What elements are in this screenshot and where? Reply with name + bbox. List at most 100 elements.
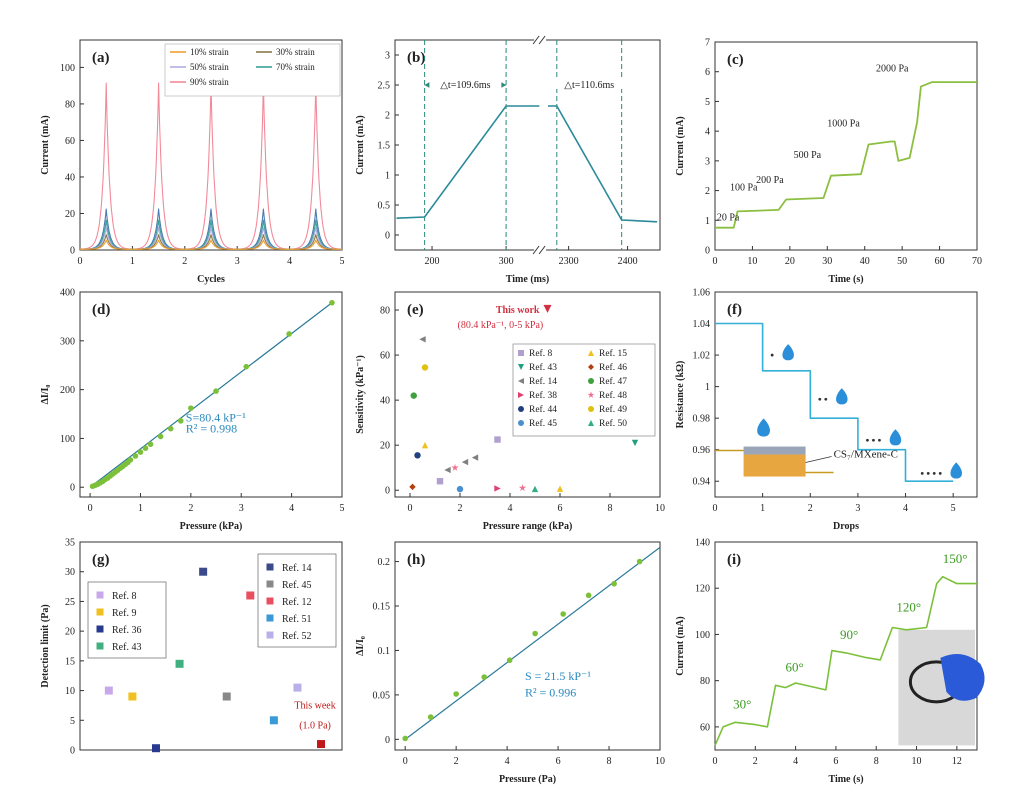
y-tick-label: 0.94: [693, 477, 711, 488]
data-point: [127, 457, 134, 463]
legend-entry: Ref. 8: [529, 348, 552, 359]
data-point: [104, 686, 113, 695]
x-tick-label: 50: [897, 256, 907, 267]
angle-label: 30°: [733, 696, 751, 711]
x-tick-label: 60: [935, 256, 945, 267]
data-point: [518, 484, 527, 492]
x-tick-label: 0: [403, 756, 408, 767]
data-point: [471, 454, 479, 461]
inset-pointer: [805, 456, 832, 463]
data-point: [453, 691, 459, 697]
pressure-label: 1000 Pa: [827, 119, 860, 130]
angle-label: 120°: [896, 599, 921, 614]
y-tick-label: 1.5: [378, 141, 391, 152]
plot-frame: [79, 291, 343, 498]
y-axis-label: Current (mA): [40, 115, 51, 175]
data-point: [286, 331, 292, 337]
plot-frame: [714, 41, 978, 251]
drop-count-dot: [932, 471, 936, 475]
data-point: [585, 592, 592, 599]
legend-entry: Ref. 46: [599, 362, 627, 373]
axis-break-mark: [538, 245, 546, 255]
r-squared-label: R² = 0.998: [186, 422, 237, 436]
y-tick-label: 140: [695, 538, 710, 549]
y-axis-label: Detection limit (Pa): [40, 604, 51, 687]
x-tick-label: 10: [655, 503, 665, 514]
data-point: [414, 452, 421, 459]
x-tick-label: 200: [425, 256, 440, 267]
y-tick-label: 0: [70, 246, 75, 257]
y-tick-label: 10: [65, 686, 75, 697]
x-tick-label: 0: [713, 756, 718, 767]
legend-marker: [518, 350, 524, 356]
drop-count-dot: [818, 397, 822, 401]
y-tick-label: 2: [705, 186, 710, 197]
y-tick-label: 1.04: [693, 319, 711, 330]
fit-line: [89, 302, 333, 488]
x-tick-label: 10: [912, 756, 922, 767]
x-tick-label: 0: [408, 503, 413, 514]
legend-marker: [587, 391, 595, 398]
y-axis-label: Current (mA): [675, 616, 686, 676]
legend-entry: Ref. 15: [599, 348, 627, 359]
x-tick-label: 6: [833, 756, 838, 767]
plot-frame: [394, 291, 661, 498]
legend-entry: 50% strain: [190, 62, 229, 72]
data-point: [560, 611, 566, 617]
arrow-head: [424, 82, 430, 88]
x-tick-label: 0: [713, 256, 718, 267]
legend-entry: Ref. 43: [112, 642, 141, 653]
y-tick-label: 300: [60, 336, 75, 347]
panel-c: (c) Time (s) Current (mA) 0 10 20 30 40 50 60 70 0 1…: [675, 38, 982, 286]
drop-count-dot: [878, 438, 881, 442]
sensitivity-label: S=80.4 kP⁻¹: [186, 410, 246, 424]
data-point: [409, 483, 416, 491]
y-axis-label: Current (mA): [355, 115, 366, 175]
pressure-label: 500 Pa: [794, 150, 822, 161]
legend-marker: [588, 364, 594, 370]
pressure-label: 20 Pa: [717, 212, 740, 223]
y-tick-label: 60: [700, 722, 710, 733]
device-layer-top: [743, 446, 806, 455]
legend-marker: [96, 625, 104, 633]
x-tick-label: 3: [239, 503, 244, 514]
y-tick-label: 0.96: [693, 445, 711, 456]
y-tick-label: 80: [700, 676, 710, 687]
y-tick-label: 5: [70, 716, 75, 727]
y-tick-label: 0.15: [373, 602, 391, 613]
x-axis-label: Drops: [833, 521, 859, 532]
series-line: [79, 226, 343, 250]
panel-e: (e) Pressure range (kPa) Sensitivity (kPa⁻…: [355, 291, 665, 532]
plot-frame: [79, 541, 343, 751]
interval-label: △t=110.6ms: [564, 80, 614, 91]
legend-entry: Ref. 45: [282, 580, 311, 591]
data-point: [436, 478, 444, 485]
drop-count-dot: [824, 397, 828, 401]
water-drop-icon: [782, 344, 794, 361]
drop-count-dot: [770, 353, 774, 357]
legend-entry: Ref. 43: [529, 362, 557, 373]
panel-label: (e): [407, 302, 424, 318]
drop-count-dot: [926, 471, 930, 475]
legend-entry: 30% strain: [276, 47, 315, 57]
data-point: [451, 463, 459, 471]
legend-box: [164, 43, 341, 97]
data-point: [494, 485, 501, 492]
y-tick-label: 0: [70, 746, 75, 757]
legend-entry: Ref. 51: [282, 614, 311, 625]
panel-label: (f): [727, 302, 742, 318]
legend-marker: [266, 597, 274, 605]
x-tick-label: 4: [289, 503, 294, 514]
y-tick-label: 20: [380, 441, 390, 452]
data-point: [636, 558, 643, 565]
x-tick-label: 2: [753, 756, 758, 767]
x-tick-label: 3: [855, 503, 860, 514]
y-tick-label: 80: [380, 306, 390, 317]
device-layer-bottom: [743, 454, 806, 477]
y-tick-label: 120: [695, 584, 710, 595]
current-trace-right: [548, 105, 658, 223]
drop-count-dot: [938, 471, 942, 475]
y-tick-label: 100: [60, 434, 75, 445]
x-tick-label: 1: [760, 503, 765, 514]
legend-marker: [266, 614, 274, 622]
